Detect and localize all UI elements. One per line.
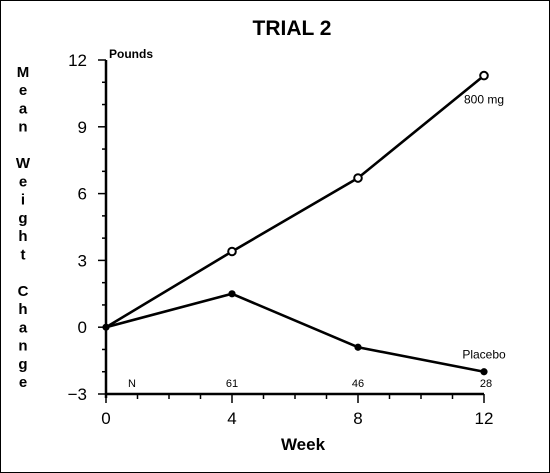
y-tick-label: 3 (78, 251, 87, 270)
data-point (354, 343, 362, 351)
series-line (105, 74, 485, 329)
n-row-label: N (128, 378, 136, 390)
y-label-letter: n (18, 119, 27, 136)
y-label-letter: i (21, 192, 25, 209)
x-tick-label: 0 (101, 409, 110, 428)
y-label-letter: e (19, 82, 27, 99)
y-tick-label: 0 (78, 318, 87, 337)
series: 800 mg Placebo (102, 70, 506, 376)
y-label-letter: a (19, 100, 28, 117)
y-label-letter: C (18, 283, 29, 300)
series-label: Placebo (462, 348, 506, 362)
data-point (102, 323, 110, 331)
n-row-value: 61 (226, 378, 238, 390)
n-row-value: 46 (352, 378, 364, 390)
data-point (227, 246, 237, 257)
x-tick-label: 12 (475, 409, 494, 428)
y-label-letter: g (18, 356, 27, 373)
y-label-letter: a (19, 319, 28, 336)
axes: 12 9 6 3 0 −3 0 4 8 12 (68, 51, 494, 428)
y-label-letter: g (18, 210, 27, 227)
y-label-letter: W (16, 155, 31, 172)
n-row: N 61 46 28 (128, 378, 492, 390)
data-point (480, 368, 488, 376)
y-tick-label: 6 (78, 185, 87, 204)
n-row-value: 28 (480, 378, 492, 390)
data-point (228, 290, 236, 298)
y-label-letter: h (18, 228, 27, 245)
y-axis-unit: Pounds (109, 47, 153, 61)
y-label-letter: t (21, 246, 26, 263)
y-label-letter: n (18, 338, 27, 355)
chart-title: TRIAL 2 (253, 17, 332, 40)
y-label-letter: e (19, 374, 27, 391)
y-tick-label: −3 (68, 385, 87, 404)
series-label: 800 mg (464, 93, 504, 107)
x-tick-label: 4 (227, 409, 236, 428)
data-point (479, 70, 489, 81)
data-point (353, 173, 363, 183)
y-label-letter: e (19, 173, 27, 190)
x-tick-label: 8 (353, 409, 362, 428)
y-label-letter: h (18, 301, 27, 318)
y-label-letter: M (17, 64, 30, 81)
series-line (105, 292, 485, 374)
y-tick-label: 9 (78, 118, 87, 137)
y-tick-label: 12 (68, 51, 87, 70)
x-axis-label: Week (281, 435, 326, 454)
